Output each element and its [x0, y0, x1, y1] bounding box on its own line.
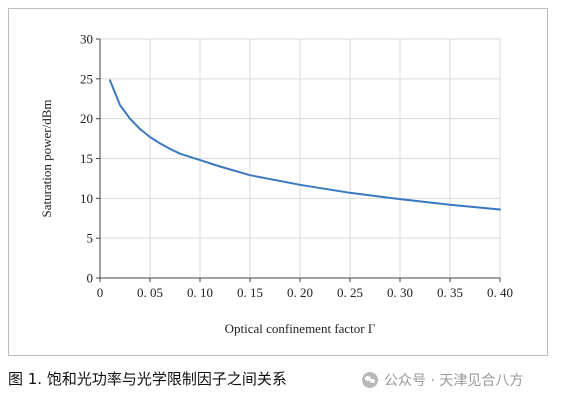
x-tick-label: 0. 25 — [337, 285, 363, 300]
figure-frame: 0 0. 05 0. 10 0. 15 0. 20 0. 25 0. 30 0. 35 0. 4… — [8, 8, 548, 356]
y-tick-label: 10 — [80, 191, 93, 206]
y-tick-label: 20 — [80, 111, 93, 126]
wechat-icon — [362, 372, 378, 388]
chart: 0 0. 05 0. 10 0. 15 0. 20 0. 25 0. 30 0. 35 0. 4… — [39, 32, 513, 337]
x-tick-label: 0. 10 — [187, 285, 213, 300]
x-tick-label: 0. 40 — [487, 285, 513, 300]
watermark-text: 公众号 · 天津见合八方 — [384, 373, 524, 389]
watermark: 公众号 · 天津见合八方 — [362, 370, 523, 390]
y-tick-label: 25 — [80, 71, 93, 86]
y-tick-label: 30 — [80, 32, 93, 47]
x-tick-label: 0. 30 — [387, 285, 413, 300]
y-axis-label: Saturation power/dBm — [39, 99, 54, 217]
x-axis-label: Optical confinement factor Γ — [225, 321, 376, 336]
x-tick-label: 0 — [97, 285, 104, 300]
x-tick-label: 0. 15 — [237, 285, 263, 300]
x-tick-label: 0. 05 — [137, 285, 163, 300]
x-tick-label: 0. 20 — [287, 285, 313, 300]
y-tick-label: 0 — [87, 271, 94, 286]
y-tick-label: 15 — [80, 151, 93, 166]
series-line — [109, 79, 501, 211]
x-tick-label: 0. 35 — [437, 285, 463, 300]
y-tick-label: 5 — [87, 231, 94, 246]
figure-caption: 图 1. 饱和光功率与光学限制因子之间关系 — [8, 370, 287, 388]
